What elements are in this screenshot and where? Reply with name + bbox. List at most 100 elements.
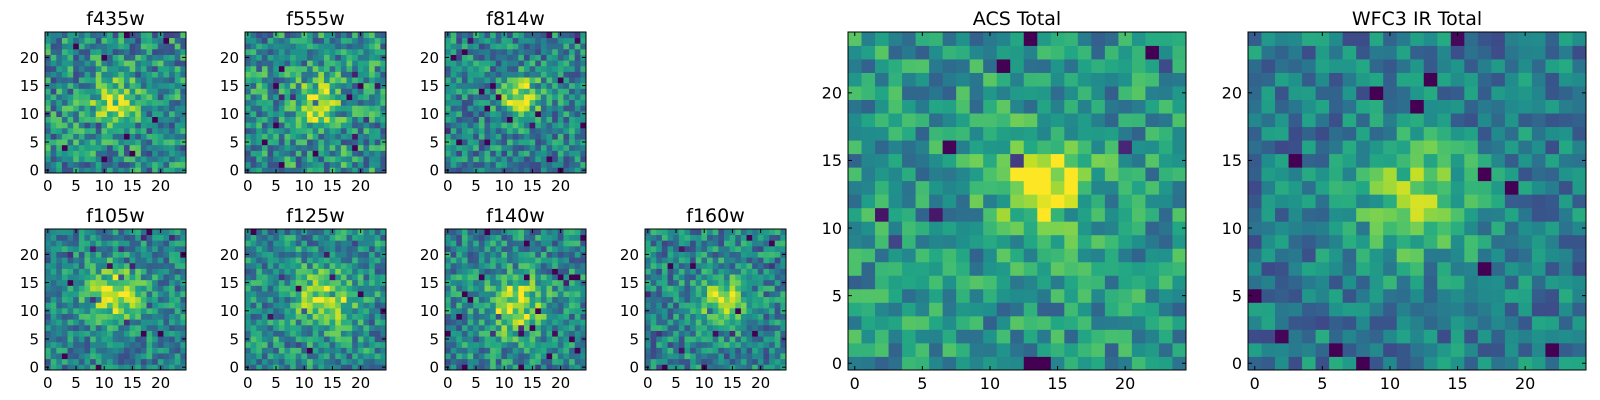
heatmap-cell [140,43,147,50]
heatmap-cell [902,275,916,290]
heatmap-cell [461,37,468,44]
heatmap-cell [335,245,342,252]
heatmap-cell [478,99,485,106]
heatmap-cell [295,353,302,360]
heatmap-cell [848,180,862,195]
heatmap-cell [174,324,181,331]
heatmap-cell [169,319,176,326]
heatmap-cell [90,133,97,140]
heatmap-cell [323,122,330,129]
heatmap-cell [45,161,52,168]
heatmap-cell [456,43,463,50]
heatmap-cell [329,240,336,247]
axes-frame [444,31,587,174]
heatmap-cell [118,110,125,117]
heatmap-cell [478,307,485,314]
heatmap-cell [78,82,85,89]
heatmap-cell [67,122,74,129]
heatmap-cell [73,54,80,61]
heatmap-cell [518,229,525,236]
heatmap-cell [552,313,559,320]
heatmap-cell [518,245,525,252]
heatmap-cell [552,77,559,84]
heatmap-cell [369,110,376,117]
heatmap-cell [95,133,102,140]
heatmap-cell [456,94,463,101]
heatmap-cell [746,313,753,320]
heatmap-cell [323,296,330,303]
heatmap-cell [574,54,581,61]
heatmap-cell [157,65,164,72]
heatmap-cell [146,150,153,157]
heatmap-cell [318,358,325,365]
heatmap-cell [684,296,691,303]
heatmap-cell [861,261,876,276]
heatmap-cell [380,268,387,275]
heatmap-cell [563,65,570,72]
heatmap-cell [374,336,381,343]
heatmap-cell [729,307,736,314]
heatmap-cell [456,302,463,309]
heatmap-cell [61,274,68,281]
heatmap-cell [569,336,576,343]
heatmap-cell [112,285,119,292]
heatmap-cell [290,116,297,123]
heatmap-cell [495,133,502,140]
heatmap-cell [374,105,381,112]
heatmap-cell [540,262,547,269]
heatmap-cell [518,364,525,371]
heatmap-cell [61,127,68,134]
heatmap-cell [507,144,514,151]
heatmap-cell [90,54,97,61]
heatmap-cell [56,285,63,292]
heatmap-cell [461,77,468,84]
heatmap-cell [73,336,80,343]
heatmap-cell [467,105,474,112]
heatmap-cell [290,37,297,44]
heatmap-cell [563,347,570,354]
heatmap-cell [169,127,176,134]
heatmap-cell [323,116,330,123]
heatmap-cell [1145,221,1160,236]
heatmap-cell [563,353,570,360]
heatmap-cell [146,88,153,95]
heatmap-cell [507,32,514,39]
heatmap-cell [146,330,153,337]
heatmap-cell [490,156,497,163]
heatmap-cell [580,229,587,236]
heatmap-cell [363,302,370,309]
heatmap-cell [507,240,514,247]
heatmap-cell [250,65,257,72]
heatmap-cell [273,116,280,123]
heatmap-cell [445,156,452,163]
heatmap-cell [769,279,776,286]
heatmap-cell [661,268,668,275]
heatmap-cell [78,99,85,106]
heatmap-cell [380,274,387,281]
heatmap-cell [374,262,381,269]
heatmap-cell [1064,356,1079,371]
heatmap-cell [318,291,325,298]
heatmap-cell [152,139,159,146]
heatmap-cell [712,262,719,269]
heatmap-cell [546,229,553,236]
heatmap-cell [73,324,80,331]
heatmap-cell [278,48,285,55]
heatmap-cell [769,330,776,337]
heatmap-cell [667,262,674,269]
heatmap-cell [902,288,916,303]
heatmap-cell [490,139,497,146]
heatmap-cell [380,229,387,236]
heatmap-cell [152,245,159,252]
heatmap-cell [557,251,564,258]
heatmap-cell [284,313,291,320]
heatmap-cell [118,364,125,371]
heatmap-cell [307,144,314,151]
heatmap-cell [295,268,302,275]
heatmap-cell [45,150,52,157]
heatmap-cell [529,336,536,343]
heatmap-cell [512,94,519,101]
heatmap-cell [678,330,685,337]
heatmap-cell [478,313,485,320]
heatmap-cell [312,341,319,348]
